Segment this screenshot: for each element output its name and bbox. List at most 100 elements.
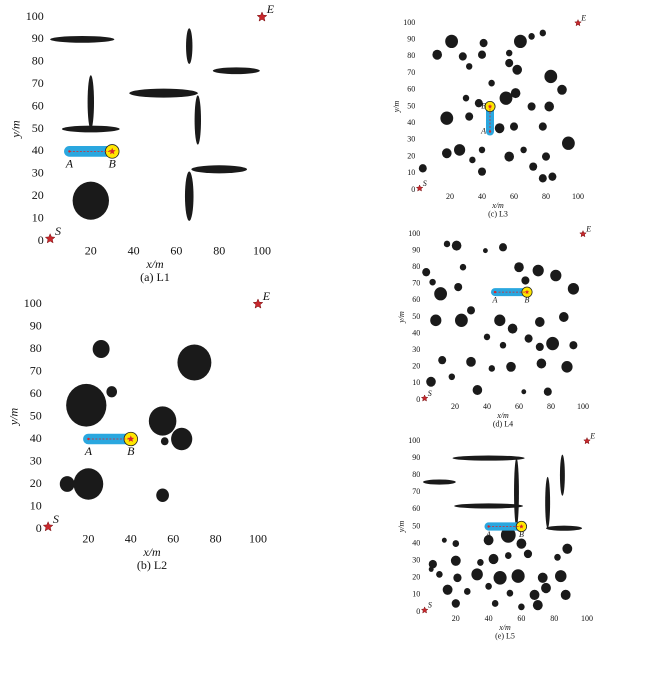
obstacle bbox=[514, 34, 527, 49]
obstacle bbox=[535, 342, 544, 352]
y-tick-label: 30 bbox=[30, 453, 42, 467]
caption: (b) L2 bbox=[137, 558, 167, 572]
obstacle bbox=[529, 162, 538, 171]
obstacle bbox=[541, 582, 551, 594]
obstacle bbox=[520, 146, 527, 154]
obstacle bbox=[504, 151, 514, 162]
obstacle bbox=[546, 336, 559, 351]
obstacle bbox=[73, 468, 104, 500]
x-tick-label: 60 bbox=[515, 402, 523, 411]
y-axis-label: y/m bbox=[397, 311, 406, 324]
point-a bbox=[68, 150, 71, 153]
obstacle bbox=[559, 312, 569, 322]
obstacle bbox=[528, 33, 535, 40]
start-marker-label: S bbox=[53, 512, 59, 526]
start-marker bbox=[42, 521, 54, 532]
y-tick-label: 20 bbox=[30, 476, 42, 490]
y-tick-label: 40 bbox=[30, 431, 42, 445]
obstacle bbox=[428, 559, 437, 569]
obstacle bbox=[426, 376, 436, 387]
obstacle bbox=[537, 572, 548, 583]
x-tick-label: 40 bbox=[478, 192, 486, 201]
y-tick-label: 70 bbox=[32, 76, 44, 90]
y-tick-label: 10 bbox=[32, 210, 44, 224]
y-tick-label: 100 bbox=[403, 18, 415, 27]
obstacle bbox=[555, 570, 567, 583]
obstacle bbox=[186, 28, 193, 65]
y-tick-label: 70 bbox=[412, 279, 420, 288]
y-axis-label: y/m bbox=[9, 120, 23, 139]
start-marker-label: S bbox=[55, 224, 61, 238]
y-tick-label: 100 bbox=[408, 229, 420, 238]
point-label: A bbox=[485, 530, 491, 539]
y-tick-label: 30 bbox=[32, 166, 44, 180]
y-tick-label: 10 bbox=[30, 498, 42, 512]
obstacle bbox=[491, 600, 499, 607]
obstacle bbox=[539, 29, 546, 37]
obstacle bbox=[527, 102, 536, 111]
obstacle bbox=[488, 365, 495, 372]
obstacle bbox=[438, 356, 447, 365]
obstacle bbox=[494, 123, 505, 134]
obstacle bbox=[559, 454, 565, 496]
x-tick-label: 80 bbox=[213, 244, 225, 258]
obstacle bbox=[521, 276, 530, 285]
obstacle bbox=[493, 570, 507, 585]
obstacle bbox=[548, 172, 557, 181]
obstacle bbox=[514, 262, 524, 273]
obstacle bbox=[538, 174, 547, 183]
y-tick-label: 50 bbox=[30, 408, 42, 422]
obstacle bbox=[422, 268, 431, 277]
point-label: B bbox=[519, 530, 524, 539]
obstacle bbox=[499, 341, 507, 349]
end-marker bbox=[252, 298, 264, 309]
obstacle bbox=[567, 282, 580, 295]
x-tick-label: 40 bbox=[128, 244, 140, 258]
obstacle bbox=[92, 340, 110, 358]
x-tick-label: 100 bbox=[577, 402, 589, 411]
y-tick-label: 10 bbox=[412, 378, 420, 387]
y-tick-label: 10 bbox=[412, 590, 420, 599]
caption: (a) L1 bbox=[140, 270, 170, 284]
x-tick-label: 20 bbox=[85, 244, 97, 258]
obstacle bbox=[429, 278, 436, 286]
obstacle bbox=[160, 437, 169, 446]
y-tick-label: 60 bbox=[412, 504, 420, 513]
obstacle bbox=[488, 553, 499, 565]
point-label: B bbox=[525, 296, 530, 305]
point-label: A bbox=[492, 296, 498, 305]
obstacle bbox=[472, 385, 483, 396]
x-tick-label: 20 bbox=[446, 192, 454, 201]
point-b bbox=[524, 289, 530, 295]
obstacle bbox=[452, 455, 525, 461]
y-tick-label: 60 bbox=[30, 386, 42, 400]
obstacle bbox=[550, 269, 562, 282]
obstacle bbox=[483, 535, 494, 546]
obstacle bbox=[442, 584, 453, 595]
obstacle bbox=[562, 543, 573, 554]
y-tick-label: 40 bbox=[32, 143, 44, 157]
y-tick-label: 10 bbox=[407, 168, 415, 177]
obstacle bbox=[538, 122, 547, 131]
y-tick-label: 70 bbox=[412, 487, 420, 496]
obstacle bbox=[557, 84, 567, 95]
obstacle bbox=[87, 75, 95, 129]
y-tick-label: 60 bbox=[407, 85, 415, 94]
x-axis-label: x/m bbox=[145, 257, 164, 271]
obstacle bbox=[436, 570, 443, 578]
obstacle bbox=[510, 88, 521, 99]
y-tick-label: 0 bbox=[416, 395, 420, 404]
x-tick-label: 60 bbox=[510, 192, 518, 201]
x-tick-label: 60 bbox=[517, 614, 525, 623]
obstacle bbox=[518, 603, 525, 611]
y-tick-label: 100 bbox=[26, 9, 44, 23]
y-tick-label: 90 bbox=[407, 35, 415, 44]
caption: (c) L3 bbox=[488, 210, 508, 219]
obstacle bbox=[477, 558, 484, 566]
point-label: A bbox=[65, 156, 74, 170]
obstacle bbox=[507, 323, 518, 334]
y-tick-label: 80 bbox=[412, 262, 420, 271]
end-marker-label: E bbox=[589, 431, 595, 440]
point-a bbox=[487, 525, 490, 528]
obstacle bbox=[483, 248, 488, 254]
